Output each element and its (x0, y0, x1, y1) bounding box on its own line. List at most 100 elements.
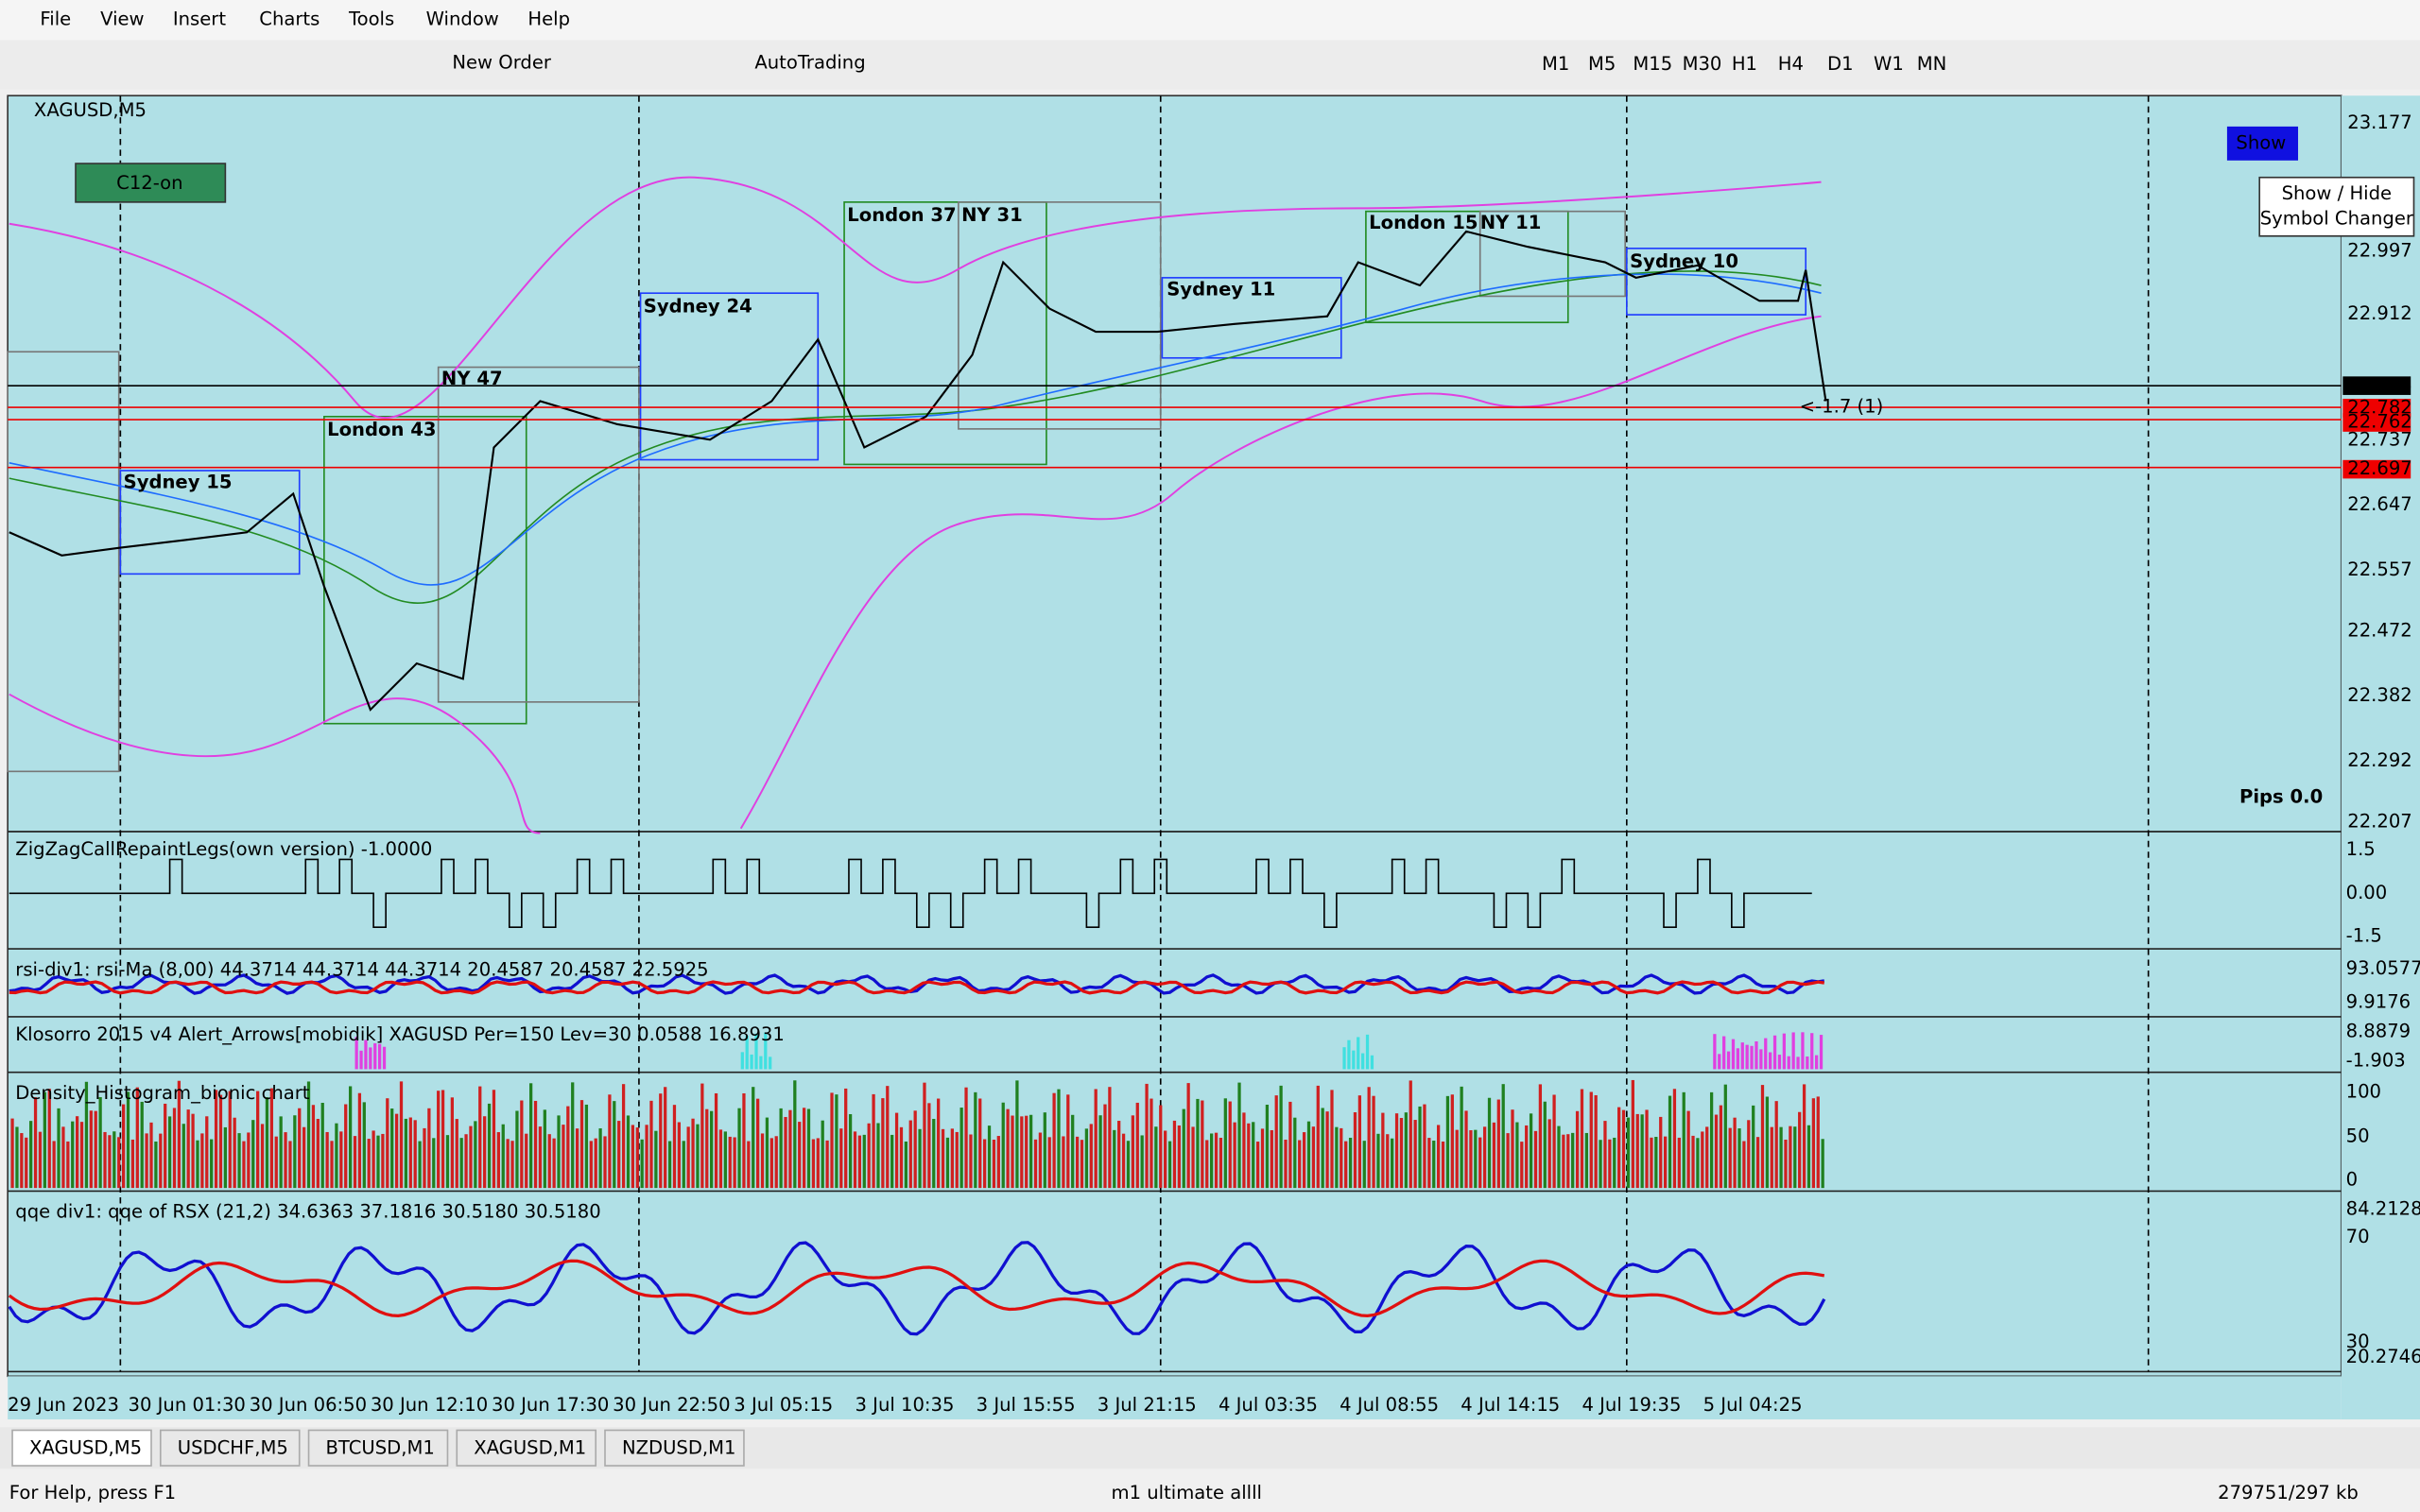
timeframe-button[interactable]: M1 (1542, 53, 1569, 75)
zigzag-line (9, 858, 1812, 929)
density-bar (1089, 1124, 1093, 1189)
tab-bg[interactable] (456, 1429, 597, 1467)
menu-item[interactable]: Tools (348, 9, 394, 30)
time-label: 3 Jul 10:35 (855, 1394, 954, 1416)
density-bar (964, 1087, 968, 1189)
tab-bg[interactable] (11, 1429, 152, 1467)
klosorro-bar (1754, 1040, 1758, 1070)
density-bar (33, 1097, 38, 1189)
timeframe-button[interactable]: W1 (1874, 53, 1904, 75)
density-bar (584, 1104, 589, 1189)
show-button[interactable]: Show (2236, 131, 2286, 153)
density-bar (543, 1109, 546, 1189)
klosorro-bar (764, 1032, 768, 1070)
klosorro-bar (1801, 1032, 1805, 1070)
density-bar (1270, 1129, 1273, 1189)
timeframe-button[interactable]: M30 (1683, 53, 1722, 75)
tab[interactable]: USDCHF,M5 (178, 1437, 288, 1459)
density-bar (214, 1090, 218, 1189)
density-bar (525, 1133, 528, 1189)
density-bar (654, 1130, 658, 1189)
c12-button-bg[interactable] (75, 163, 227, 203)
timeframe-button[interactable]: MN (1917, 53, 1947, 75)
menu-item[interactable]: Window (426, 9, 499, 30)
density-bar (399, 1081, 404, 1189)
density-bar (908, 1120, 912, 1189)
qqe-signal (8, 1259, 1825, 1317)
time-label: 30 Jun 06:50 (250, 1394, 367, 1416)
box (1365, 210, 1569, 324)
density-bar (1668, 1095, 1672, 1189)
klosorro-bar (1342, 1047, 1346, 1070)
density-bar (130, 1139, 135, 1189)
tab-bg[interactable] (307, 1429, 449, 1467)
density-bar (645, 1125, 648, 1189)
density-bar (1562, 1134, 1565, 1189)
time-label: 4 Jul 14:15 (1461, 1394, 1560, 1416)
density-bar (1640, 1114, 1644, 1189)
show-button-bg[interactable] (2226, 126, 2299, 161)
autotrading-button[interactable]: AutoTrading (754, 51, 865, 73)
klosorro-bar (1361, 1053, 1365, 1070)
timeframe-button[interactable]: M15 (1633, 53, 1672, 75)
density-bar (1223, 1098, 1227, 1189)
density-bar (1182, 1108, 1185, 1189)
density-bar (737, 1108, 741, 1189)
timeframe-button[interactable]: H1 (1732, 53, 1757, 75)
menu-item[interactable]: Charts (259, 9, 320, 30)
density-bar (186, 1109, 190, 1189)
menu-item[interactable]: View (100, 9, 144, 30)
density-bar (983, 1139, 987, 1189)
density-bar (237, 1133, 241, 1189)
tab[interactable]: XAGUSD,M5 (29, 1437, 142, 1459)
menu-item[interactable]: File (40, 9, 71, 30)
tab-bg[interactable] (604, 1429, 745, 1467)
tab[interactable]: XAGUSD,M1 (474, 1437, 586, 1459)
timeframe-button[interactable]: H4 (1778, 53, 1804, 75)
density-bar (765, 1117, 769, 1189)
density-bar (677, 1122, 681, 1189)
density-bar (1474, 1129, 1478, 1189)
density-bar (844, 1088, 848, 1189)
density-bar (367, 1139, 371, 1189)
indicator-title: qqe div1: qqe of RSX (21,2) 34.6363 37.1… (15, 1201, 600, 1223)
density-bar (474, 1121, 477, 1189)
menu-item[interactable]: Insert (173, 9, 226, 30)
density-bar (1501, 1084, 1505, 1189)
density-bar (1691, 1135, 1695, 1189)
density-bar (579, 1100, 584, 1189)
new-order-button[interactable]: New Order (452, 51, 552, 73)
density-bar (1547, 1119, 1551, 1189)
timeframe-button[interactable]: M5 (1588, 53, 1616, 75)
density-bar (1603, 1121, 1607, 1189)
density-bar (774, 1136, 778, 1189)
tab[interactable]: BTCUSD,M1 (325, 1437, 434, 1459)
menu-item[interactable]: Help (527, 9, 570, 30)
density-bar (251, 1120, 255, 1189)
klosorro-bar (1357, 1037, 1360, 1070)
density-bar (1094, 1089, 1098, 1189)
klosorro-bar (754, 1033, 758, 1070)
density-bar (1650, 1137, 1653, 1189)
density-bar (108, 1135, 112, 1189)
density-bar (1293, 1117, 1297, 1189)
box (958, 201, 1162, 430)
tab-bg[interactable] (159, 1429, 301, 1467)
tab[interactable]: NZDUSD,M1 (622, 1437, 736, 1459)
density-bar (1052, 1092, 1056, 1189)
indicator-axis-label: 70 (2346, 1226, 2370, 1247)
density-bar (756, 1098, 760, 1189)
density-bar (894, 1112, 899, 1189)
timeframe-button[interactable]: D1 (1827, 53, 1854, 75)
density-bar (1177, 1125, 1181, 1189)
density-bar (487, 1103, 492, 1189)
density-bar (98, 1097, 102, 1189)
price-axis-area (2341, 95, 2420, 1420)
density-bar (686, 1126, 690, 1189)
session-label: London 43 (327, 419, 436, 440)
c12-button[interactable]: C12-on (116, 172, 182, 194)
density-bar (196, 1140, 199, 1189)
density-bar (1760, 1085, 1765, 1189)
klosorro-bar (1722, 1036, 1726, 1070)
